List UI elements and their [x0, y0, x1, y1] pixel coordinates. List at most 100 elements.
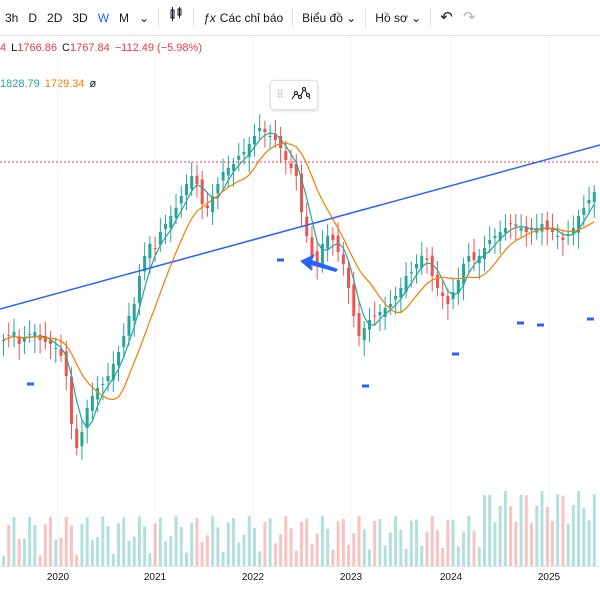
- volume-bar: [174, 516, 178, 566]
- interval-3h[interactable]: 3h: [5, 10, 19, 25]
- volume-bar: [524, 495, 528, 566]
- candle-body: [352, 284, 356, 316]
- candle-body: [577, 216, 581, 233]
- candle-body: [415, 264, 419, 269]
- chart-menu-button[interactable]: Biểu đồ ⌄: [297, 4, 361, 32]
- candle-body: [545, 220, 549, 230]
- candles-icon[interactable]: [163, 4, 189, 32]
- volume-bar: [252, 527, 256, 566]
- candle-body: [362, 328, 366, 341]
- candle-body: [12, 332, 16, 338]
- floating-drawing-toolbar[interactable]: ⠿: [270, 80, 318, 110]
- volume-bar: [571, 504, 575, 566]
- interval-2d[interactable]: 2D: [47, 10, 63, 25]
- toolbar-divider: [292, 7, 294, 28]
- volume-bar: [456, 546, 460, 566]
- candle-body: [143, 256, 147, 272]
- redo-icon[interactable]: ↷: [462, 8, 476, 26]
- candle-body: [420, 256, 424, 268]
- undo-icon[interactable]: ↶: [440, 8, 453, 26]
- volume-bar: [90, 540, 94, 566]
- candle-body: [284, 151, 288, 160]
- volume-bar: [352, 533, 356, 566]
- volume-bar: [482, 495, 486, 566]
- volume-bar: [211, 516, 215, 566]
- ma-value: 1828.79: [0, 78, 40, 90]
- toolbar-divider: [430, 7, 432, 28]
- candle-body: [404, 276, 408, 293]
- candle-body: [205, 205, 209, 208]
- volume-bar: [221, 551, 225, 566]
- volume-bar: [179, 526, 183, 566]
- volume-bar: [54, 539, 58, 566]
- volume-bar: [273, 543, 277, 566]
- volume-bar: [566, 523, 570, 566]
- volume-bar: [530, 522, 534, 566]
- volume-bar: [577, 491, 581, 566]
- volume-bar: [409, 520, 413, 566]
- price-chart[interactable]: [0, 36, 600, 566]
- candle-body: [467, 256, 471, 262]
- candle-body: [28, 334, 32, 335]
- candle-body: [347, 267, 351, 288]
- candle-body: [566, 234, 570, 236]
- volume-bar: [378, 519, 382, 566]
- chart-menu-label: Biểu đồ: [302, 10, 343, 25]
- candle-body: [456, 280, 460, 294]
- x-tick-label: 2022: [241, 572, 265, 583]
- signal-marker: [277, 258, 284, 262]
- signal-marker: [587, 317, 594, 321]
- x-tick-label: 2021: [143, 572, 167, 583]
- ma-value: ø: [89, 78, 97, 90]
- candle-body: [43, 335, 47, 342]
- toolbar-divider: [193, 7, 195, 28]
- volume-bar: [383, 545, 387, 566]
- candle-body: [232, 164, 236, 171]
- interval-m[interactable]: M: [119, 10, 130, 25]
- candle-body: [300, 173, 303, 212]
- candle-body: [137, 276, 141, 303]
- volume-bar: [190, 522, 194, 566]
- volume-bar: [435, 530, 439, 566]
- candle-body: [556, 236, 560, 237]
- candle-body: [462, 264, 466, 285]
- candle-body: [7, 335, 11, 337]
- profile-menu-button[interactable]: Hồ sơ ⌄: [370, 4, 426, 32]
- volume-bar: [300, 521, 303, 566]
- candle-body: [326, 236, 330, 249]
- ohlc-value: 4: [0, 42, 7, 54]
- volume-bar: [472, 530, 476, 566]
- volume-bar: [315, 533, 319, 566]
- volume-bar: [148, 553, 152, 566]
- candle-body: [378, 312, 382, 316]
- candle-body: [2, 340, 5, 341]
- volume-bar: [122, 517, 126, 566]
- volume-bar: [226, 522, 230, 566]
- interval-d[interactable]: D: [28, 10, 38, 25]
- volume-bar: [488, 494, 492, 566]
- candle-body: [268, 136, 272, 137]
- ohlc-legend: 4 L1766.86 C1767.84 −112.49 (−5.98%): [0, 42, 207, 54]
- volume-bar: [540, 491, 544, 566]
- chevron-down-icon[interactable]: ⌄: [139, 10, 150, 25]
- volume-bar: [331, 549, 335, 566]
- candle-body: [200, 179, 204, 204]
- drag-handle-icon[interactable]: ⠿: [276, 89, 284, 101]
- volume-bar: [430, 516, 434, 566]
- volume-bar: [164, 541, 168, 566]
- candle-body: [488, 240, 492, 244]
- volume-bar: [514, 521, 518, 566]
- candle-body: [514, 224, 518, 226]
- volume-bar: [341, 518, 345, 566]
- indicators-button[interactable]: ƒx Các chỉ báo: [198, 4, 288, 32]
- volume-bar: [205, 535, 209, 566]
- volume-bar: [503, 491, 507, 566]
- time-axis[interactable]: 2020 2021 2022 2023 2024 2025: [0, 566, 600, 600]
- signal-marker: [537, 323, 544, 327]
- volume-bar: [75, 554, 79, 566]
- pattern-tool-icon[interactable]: [290, 85, 312, 105]
- interval-w[interactable]: W: [97, 10, 110, 25]
- candle-body: [54, 348, 58, 349]
- interval-3d[interactable]: 3D: [72, 10, 88, 25]
- candle-body: [153, 247, 157, 249]
